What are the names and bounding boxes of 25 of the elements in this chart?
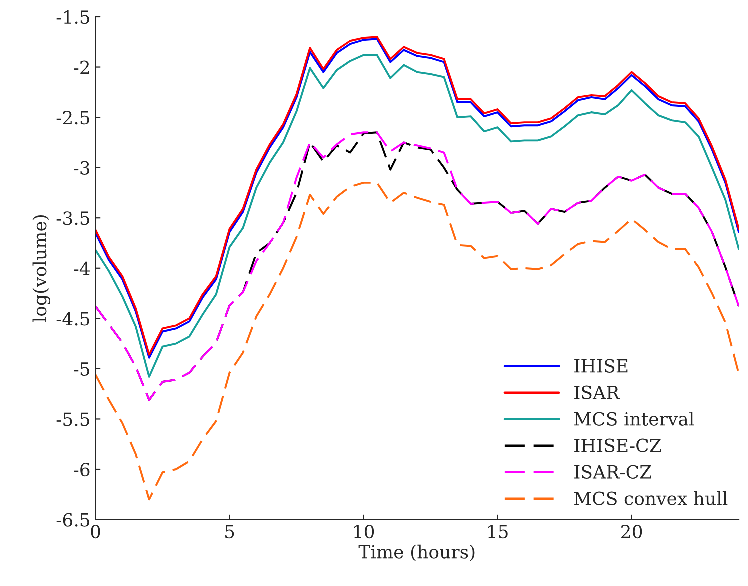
y-tick-label: -1.5 bbox=[56, 10, 90, 24]
y-tick-label: -4 bbox=[74, 262, 90, 276]
y-axis-title: log(volume) bbox=[32, 216, 51, 322]
legend-label: IHISE-CZ bbox=[574, 438, 662, 452]
legend-label: MCS convex hull bbox=[574, 491, 728, 506]
x-tick-label: 10 bbox=[354, 524, 374, 539]
y-tick-label: -6 bbox=[74, 462, 90, 477]
y-tick-label: -5.5 bbox=[56, 412, 90, 426]
y-tick-label: -2.5 bbox=[56, 111, 90, 125]
legend-label: MCS interval bbox=[574, 412, 694, 426]
line-series bbox=[96, 132, 740, 402]
x-tick-label: 15 bbox=[488, 524, 508, 539]
x-tick-label: 5 bbox=[226, 525, 234, 539]
x-tick-label: 20 bbox=[622, 524, 642, 539]
legend-label: IHISE bbox=[574, 359, 628, 373]
y-tick-label: -4.5 bbox=[56, 312, 90, 326]
legend-label: ISAR-CZ bbox=[574, 465, 652, 479]
y-tick-label: -3.5 bbox=[56, 212, 90, 226]
y-tick-label: -3 bbox=[74, 161, 90, 175]
x-axis-title: Time (hours) bbox=[358, 544, 475, 562]
x-tick-label: 0 bbox=[91, 524, 100, 539]
y-tick-label: -2 bbox=[74, 60, 90, 74]
legend-label: ISAR bbox=[574, 386, 620, 400]
y-tick-label: -5 bbox=[74, 362, 90, 376]
y-tick-label: -6.5 bbox=[56, 513, 90, 527]
